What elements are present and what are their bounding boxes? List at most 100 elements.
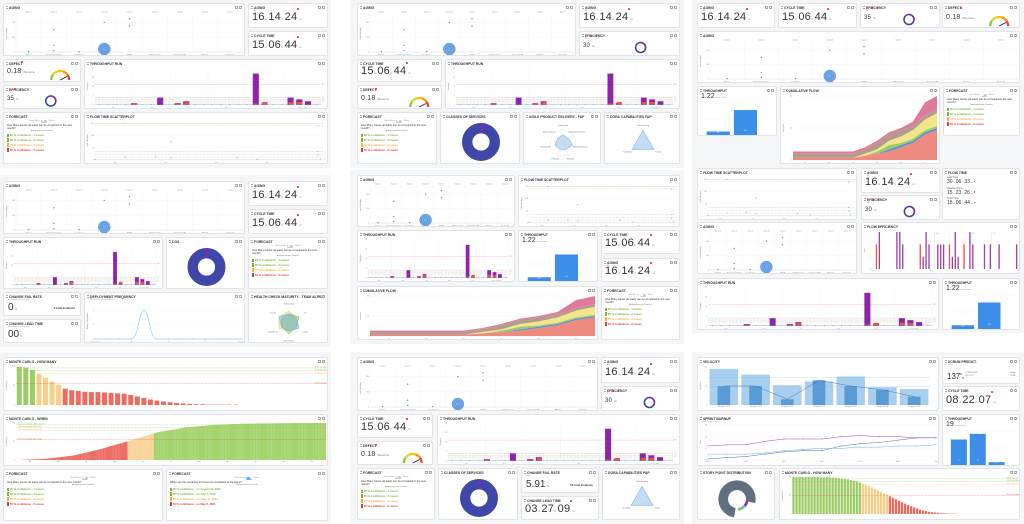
mode-toggle[interactable]: How Many When [947, 93, 1016, 97]
mode-toggle[interactable]: How Many When [7, 119, 77, 123]
settings-icon[interactable] [929, 416, 932, 420]
expand-icon[interactable] [674, 260, 677, 264]
expand-icon[interactable] [1014, 388, 1017, 392]
expand-icon[interactable] [674, 388, 677, 392]
settings-icon[interactable] [318, 5, 321, 9]
drag-handle-icon[interactable] [6, 322, 8, 325]
settings-icon[interactable] [767, 88, 770, 92]
expand-icon[interactable] [1014, 224, 1017, 228]
expand-icon[interactable] [322, 183, 325, 187]
drag-handle-icon[interactable] [863, 6, 865, 9]
drag-handle-icon[interactable] [87, 115, 89, 118]
settings-icon[interactable] [929, 359, 932, 363]
drag-handle-icon[interactable] [360, 360, 362, 363]
drag-handle-icon[interactable] [251, 240, 253, 243]
settings-icon[interactable] [505, 232, 508, 236]
toggle-switch[interactable] [41, 119, 48, 123]
drag-handle-icon[interactable] [360, 444, 362, 447]
drag-handle-icon[interactable] [360, 471, 362, 474]
drag-handle-icon[interactable] [700, 417, 702, 420]
drag-handle-icon[interactable] [87, 295, 89, 298]
expand-icon[interactable] [592, 232, 595, 236]
drag-handle-icon[interactable] [945, 389, 947, 392]
settings-icon[interactable] [588, 288, 591, 292]
settings-icon[interactable] [71, 294, 74, 298]
expand-icon[interactable] [429, 470, 432, 474]
expand-icon[interactable] [75, 294, 78, 298]
drag-handle-icon[interactable] [6, 295, 8, 298]
expand-icon[interactable] [75, 321, 78, 325]
settings-icon[interactable] [591, 114, 594, 118]
expand-icon[interactable] [239, 294, 242, 298]
settings-icon[interactable] [1010, 88, 1013, 92]
drag-handle-icon[interactable] [360, 62, 362, 65]
settings-icon[interactable] [318, 61, 321, 65]
expand-icon[interactable] [239, 183, 242, 187]
drag-handle-icon[interactable] [604, 389, 606, 392]
expand-icon[interactable] [674, 470, 677, 474]
expand-icon[interactable] [322, 471, 325, 475]
settings-icon[interactable] [1010, 470, 1013, 474]
settings-icon[interactable] [670, 359, 673, 363]
settings-icon[interactable] [318, 211, 321, 215]
settings-icon[interactable] [423, 416, 426, 420]
drag-handle-icon[interactable] [251, 34, 253, 37]
settings-icon[interactable] [318, 416, 321, 420]
settings-icon[interactable] [505, 177, 508, 181]
expand-icon[interactable] [1014, 5, 1017, 9]
drag-handle-icon[interactable] [251, 212, 253, 215]
settings-icon[interactable] [510, 114, 513, 118]
drag-handle-icon[interactable] [521, 233, 523, 236]
expand-icon[interactable] [674, 177, 677, 181]
drag-handle-icon[interactable] [700, 89, 702, 92]
drag-handle-icon[interactable] [169, 472, 171, 475]
drag-handle-icon[interactable] [251, 295, 253, 298]
expand-icon[interactable] [771, 88, 774, 92]
expand-icon[interactable] [674, 5, 677, 9]
expand-icon[interactable] [769, 5, 772, 9]
expand-icon[interactable] [570, 5, 573, 9]
settings-icon[interactable] [235, 5, 238, 9]
expand-icon[interactable] [934, 5, 937, 9]
settings-icon[interactable] [566, 5, 569, 9]
expand-icon[interactable] [322, 5, 325, 9]
mode-toggle[interactable]: How Many When [7, 476, 159, 480]
expand-icon[interactable] [593, 498, 596, 502]
drag-handle-icon[interactable] [781, 6, 783, 9]
mode-toggle[interactable]: How Many When [605, 293, 676, 297]
drag-handle-icon[interactable] [604, 233, 606, 236]
drag-handle-icon[interactable] [6, 360, 8, 363]
settings-icon[interactable] [153, 471, 156, 475]
drag-handle-icon[interactable] [6, 240, 8, 243]
settings-icon[interactable] [427, 114, 430, 118]
drag-handle-icon[interactable] [700, 281, 702, 284]
settings-icon[interactable] [1010, 170, 1013, 174]
drag-handle-icon[interactable] [360, 233, 362, 236]
expand-icon[interactable] [934, 197, 937, 201]
settings-icon[interactable] [588, 359, 591, 363]
expand-icon[interactable] [592, 288, 595, 292]
expand-icon[interactable] [322, 416, 325, 420]
settings-icon[interactable] [71, 87, 74, 91]
settings-icon[interactable] [318, 183, 321, 187]
settings-icon[interactable] [1010, 388, 1013, 392]
drag-handle-icon[interactable] [251, 6, 253, 9]
expand-icon[interactable] [1014, 88, 1017, 92]
settings-icon[interactable] [432, 87, 435, 91]
expand-icon[interactable] [1014, 170, 1017, 174]
expand-icon[interactable] [674, 61, 677, 65]
drag-handle-icon[interactable] [360, 115, 362, 118]
settings-icon[interactable] [930, 170, 933, 174]
drag-handle-icon[interactable] [6, 88, 8, 91]
settings-icon[interactable] [1010, 280, 1013, 284]
settings-icon[interactable] [1010, 224, 1013, 228]
expand-icon[interactable] [1014, 416, 1017, 420]
drag-handle-icon[interactable] [946, 89, 948, 92]
toggle-switch[interactable] [395, 475, 402, 479]
expand-icon[interactable] [157, 239, 160, 243]
settings-icon[interactable] [670, 61, 673, 65]
expand-icon[interactable] [322, 33, 325, 37]
expand-icon[interactable] [436, 61, 439, 65]
drag-handle-icon[interactable] [700, 471, 702, 474]
settings-icon[interactable] [425, 470, 428, 474]
